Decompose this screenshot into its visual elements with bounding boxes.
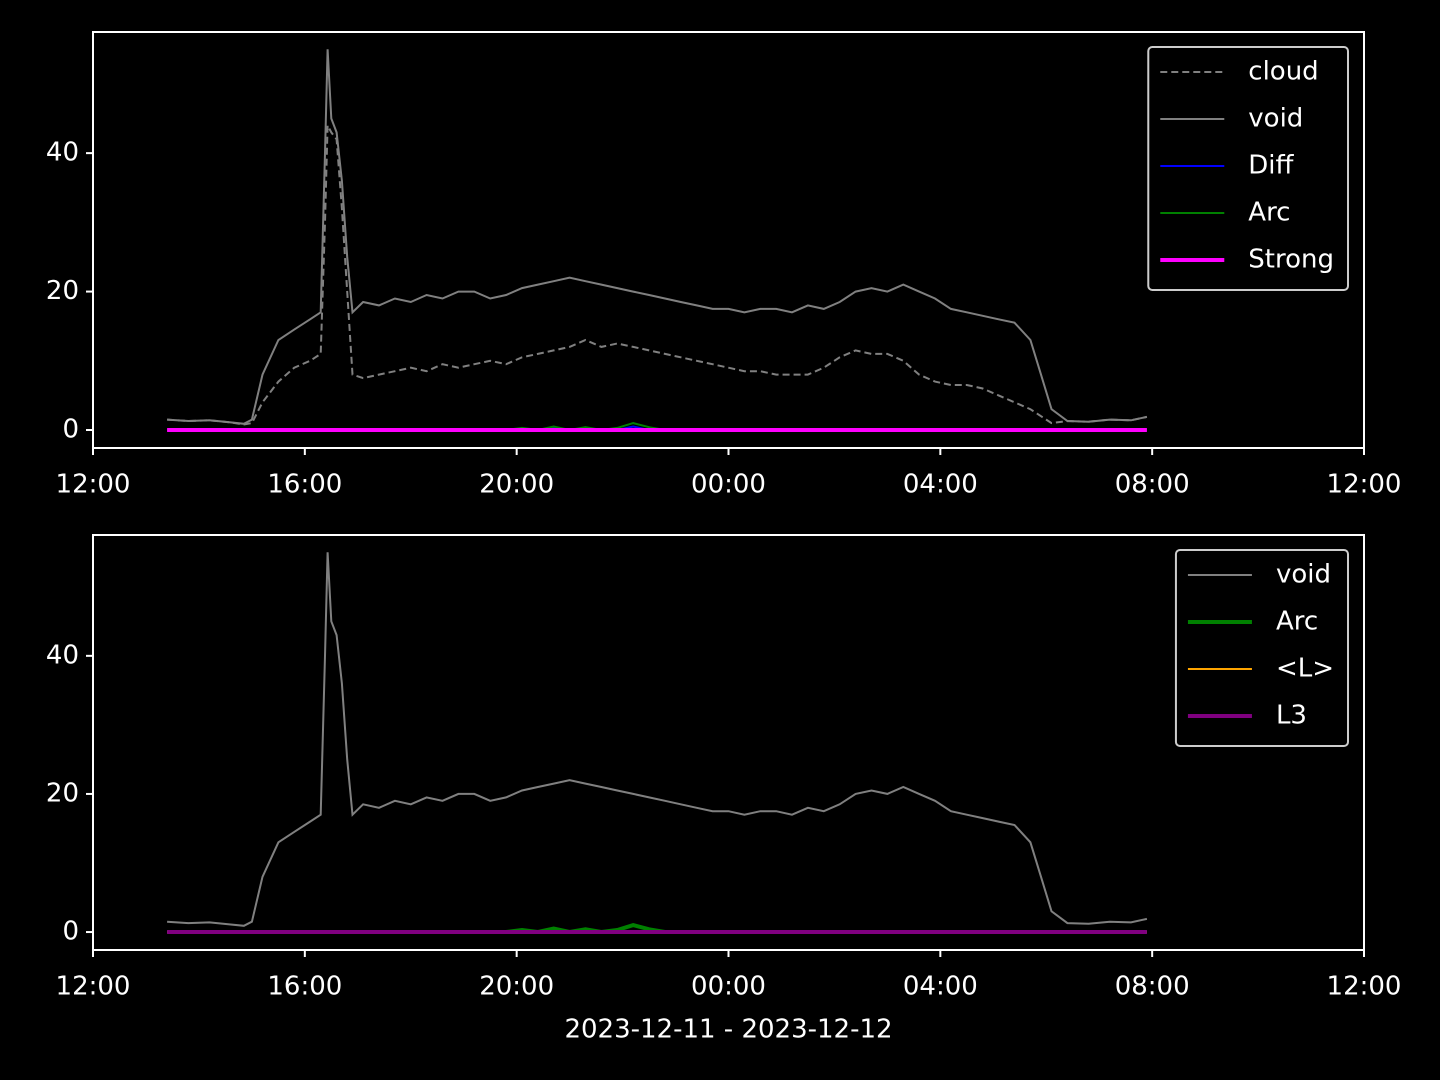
x-tick-label: 04:00 (903, 470, 978, 500)
legend-label: void (1248, 104, 1303, 134)
x-tick-label: 12:00 (56, 470, 131, 500)
y-tick-label: 40 (46, 640, 79, 670)
series-line (167, 49, 1148, 425)
series-line (167, 552, 1148, 927)
x-tick-label: 20:00 (479, 972, 554, 1002)
x-tick-label: 08:00 (1115, 972, 1190, 1002)
legend-label: Strong (1248, 245, 1334, 275)
legend: cloud void Diff Arc Strong (1147, 46, 1349, 291)
y-tick-label: 20 (46, 778, 79, 808)
subplot: 0 20 40 12:00 16:00 20:00 00:00 04:00 08:00 12:00… (46, 31, 1402, 500)
y-tick-label: 20 (46, 276, 79, 306)
y-tick-label: 0 (62, 415, 79, 445)
series-line (167, 121, 1148, 426)
x-tick-label: 16:00 (267, 470, 342, 500)
x-tick-label: 04:00 (903, 972, 978, 1002)
x-tick-label: 20:00 (479, 470, 554, 500)
x-tick-label: 12:00 (56, 972, 131, 1002)
legend-label: Arc (1276, 607, 1318, 637)
x-tick-label: 12:00 (1327, 972, 1402, 1002)
x-tick-label: 00:00 (691, 972, 766, 1002)
legend-label: L3 (1276, 701, 1307, 731)
legend-label: cloud (1248, 57, 1318, 87)
legend-label: <L> (1276, 654, 1334, 684)
legend: void Arc <L> L3 (1174, 549, 1349, 747)
legend-label: Diff (1248, 151, 1294, 181)
subplot: 0 20 40 12:00 16:00 20:00 00:00 04:00 08:00 12:00… (46, 534, 1402, 1045)
legend-box (1174, 549, 1349, 747)
x-axis-label: 2023-12-11 - 2023-12-12 (564, 1015, 892, 1045)
plot-frame (92, 534, 1365, 951)
x-tick-label: 16:00 (267, 972, 342, 1002)
legend-label: void (1276, 560, 1331, 590)
legend-box (1147, 46, 1349, 291)
x-tick-label: 00:00 (691, 470, 766, 500)
y-tick-label: 0 (62, 917, 79, 947)
legend-label: Arc (1248, 198, 1290, 228)
y-tick-label: 40 (46, 138, 79, 168)
x-tick-label: 12:00 (1327, 470, 1402, 500)
x-tick-label: 08:00 (1115, 470, 1190, 500)
